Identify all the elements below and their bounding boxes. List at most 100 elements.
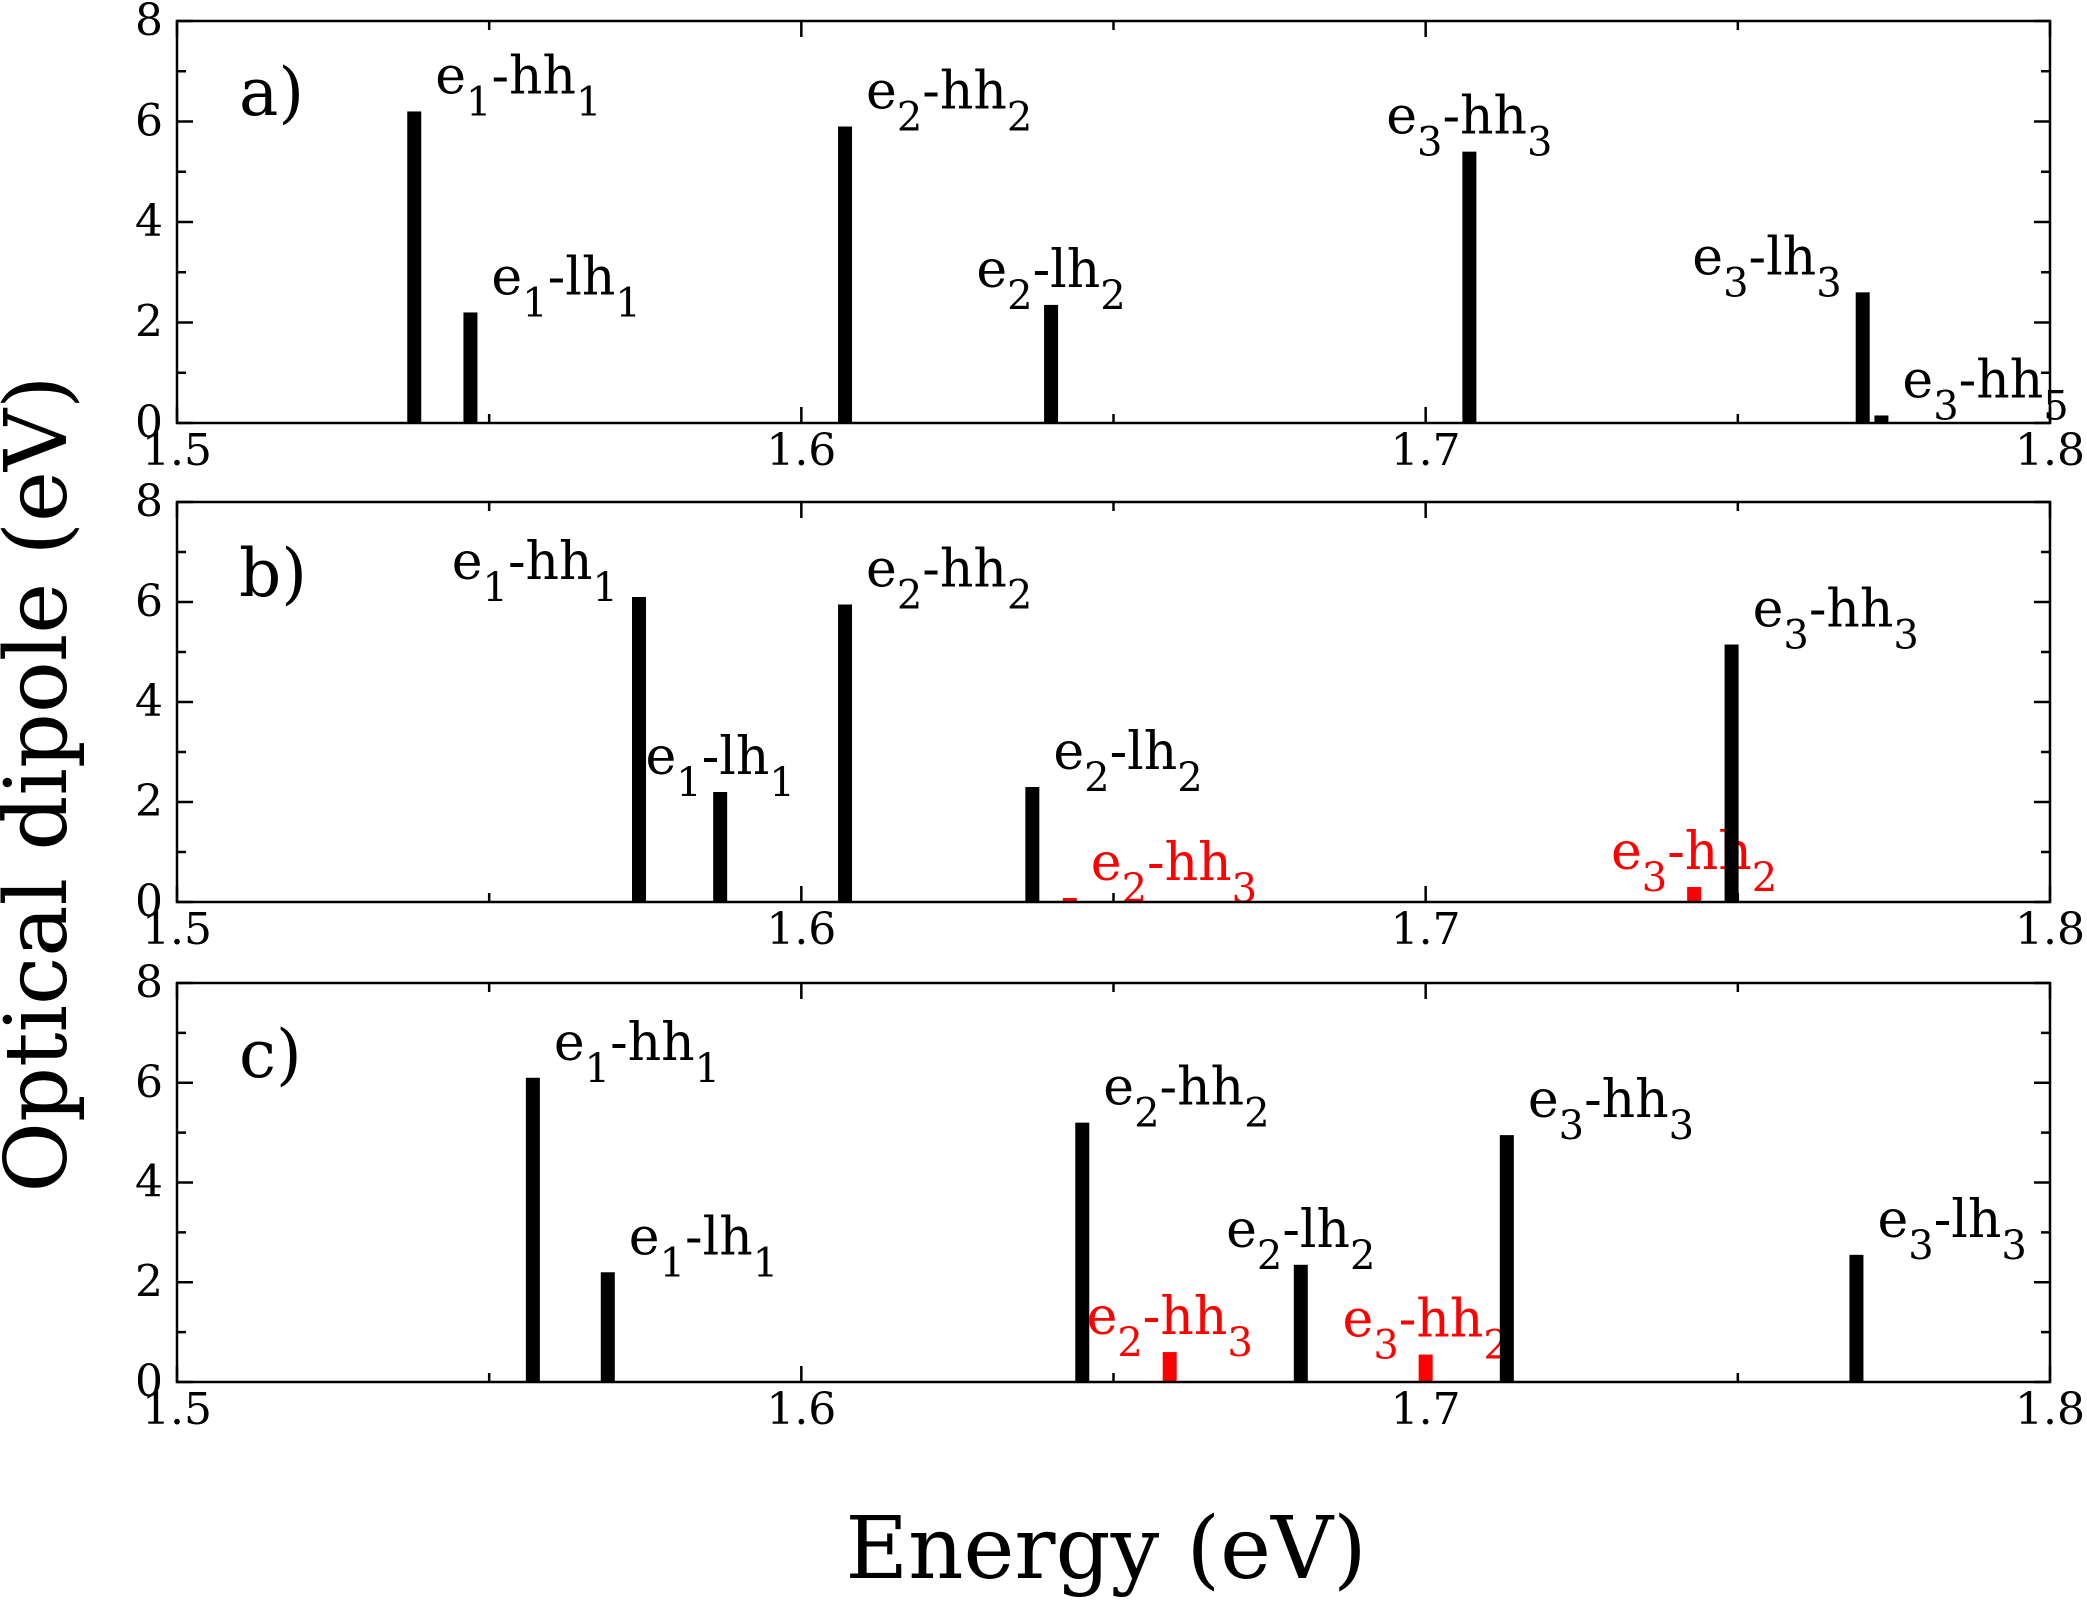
label-text: -hh xyxy=(1147,833,1232,893)
label-subscript: 2 xyxy=(1177,755,1202,801)
label-text: e xyxy=(1053,722,1084,782)
y-tick-label: 4 xyxy=(135,1157,163,1208)
label-text: e xyxy=(452,532,483,592)
bar xyxy=(1687,887,1702,902)
bar-label: e2-lh2 xyxy=(976,240,1125,319)
label-text: e xyxy=(629,1207,660,1267)
y-axis-title: Optical dipole (eV) xyxy=(0,375,87,1192)
y-tick-label: 6 xyxy=(135,576,163,627)
label-text: e xyxy=(1611,822,1642,882)
label-text: -hh xyxy=(491,46,576,106)
bar xyxy=(1724,644,1739,902)
bar-label: e3-hh3 xyxy=(1528,1070,1694,1149)
bar xyxy=(1849,1254,1864,1382)
label-text: e xyxy=(645,727,676,787)
label-text: -lh xyxy=(685,1207,753,1267)
bar-label: e1-hh1 xyxy=(452,532,618,611)
label-subscript: 2 xyxy=(897,95,922,141)
label-text: -hh xyxy=(1399,1290,1484,1350)
label-text: -hh xyxy=(922,540,1007,600)
bar-label: e1-lh1 xyxy=(491,247,640,326)
y-tick-label: 8 xyxy=(135,957,163,1008)
label-text: e xyxy=(491,247,522,307)
y-tick-label: 0 xyxy=(135,397,163,448)
label-subscript: 1 xyxy=(695,1046,720,1092)
x-axis-title: Energy (eV) xyxy=(845,1499,1366,1599)
label-subscript: 2 xyxy=(1007,573,1032,619)
label-text: -lh xyxy=(1749,227,1817,287)
label-text: -lh xyxy=(1934,1190,2002,1250)
label-subscript: 2 xyxy=(1007,95,1032,141)
label-subscript: 1 xyxy=(593,565,618,611)
label-subscript: 3 xyxy=(1232,866,1257,912)
label-text: e xyxy=(1877,1190,1908,1250)
bar xyxy=(463,312,478,423)
bar-label: e3-lh3 xyxy=(1877,1190,2026,1269)
bar-label: e1-hh1 xyxy=(435,46,601,125)
label-subscript: 3 xyxy=(1642,855,1667,901)
panel-label: c) xyxy=(239,1016,302,1093)
label-subscript: 1 xyxy=(769,760,794,806)
bar-label: e1-lh1 xyxy=(645,727,794,806)
y-tick-label: 0 xyxy=(135,1356,163,1407)
label-subscript: 1 xyxy=(676,760,701,806)
label-text: e xyxy=(976,240,1007,300)
y-tick-label: 8 xyxy=(135,0,163,46)
label-text: e xyxy=(1087,1287,1118,1347)
bar-label: e2-hh3 xyxy=(1087,1287,1253,1366)
label-subscript: 2 xyxy=(1007,273,1032,319)
label-subscript: 2 xyxy=(1100,273,1125,319)
label-subscript: 1 xyxy=(615,280,640,326)
label-text: -hh xyxy=(610,1013,695,1073)
bar xyxy=(1044,304,1059,423)
bar xyxy=(1874,415,1889,423)
x-tick-label: 1.8 xyxy=(2015,1384,2085,1435)
x-tick-label: 1.7 xyxy=(1391,1384,1461,1435)
label-text: e xyxy=(1692,227,1723,287)
bar-label: e2-lh2 xyxy=(1053,722,1202,801)
label-text: -hh xyxy=(1959,350,2044,410)
bar xyxy=(1418,1354,1433,1382)
y-tick-label: 8 xyxy=(135,476,163,527)
plot-frame xyxy=(175,500,2052,904)
label-subscript: 3 xyxy=(1723,260,1748,306)
bar xyxy=(838,604,853,902)
bar-label: e3-hh3 xyxy=(1753,580,1919,659)
label-subscript: 3 xyxy=(1669,1103,1694,1149)
label-subscript: 2 xyxy=(1257,1233,1282,1279)
label-text: e xyxy=(554,1013,585,1073)
label-text: e xyxy=(1902,350,1933,410)
x-tick-label: 1.6 xyxy=(766,1384,836,1435)
label-subscript: 2 xyxy=(1244,1091,1269,1137)
bar xyxy=(1162,1352,1177,1382)
chart-panel: 1.5 1.6 1.7 1.802468e1-hh1e1-lh1e2-hh2e2-lh… xyxy=(135,476,2085,955)
label-text: -lh xyxy=(548,247,616,307)
label-subscript: 1 xyxy=(483,565,508,611)
label-text: e xyxy=(1226,1200,1257,1260)
y-tick-label: 2 xyxy=(135,297,163,348)
label-text: -hh xyxy=(1584,1070,1669,1130)
label-text: e xyxy=(1103,1058,1134,1118)
label-text: e xyxy=(866,540,897,600)
label-subscript: 3 xyxy=(2001,1223,2026,1269)
bar xyxy=(1062,898,1077,902)
x-tick-label: 1.5 xyxy=(142,904,212,955)
y-tick-label: 2 xyxy=(135,776,163,827)
y-tick-label: 4 xyxy=(135,676,163,727)
x-tick-label: 1.5 xyxy=(142,1384,212,1435)
bar-label: e2-hh2 xyxy=(866,62,1032,141)
label-text: -lh xyxy=(702,727,770,787)
label-text: e xyxy=(1091,833,1122,893)
x-tick-label: 1.6 xyxy=(766,904,836,955)
label-text: e xyxy=(1528,1070,1559,1130)
y-tick-label: 4 xyxy=(135,196,163,247)
label-subscript: 3 xyxy=(1816,260,1841,306)
label-subscript: 3 xyxy=(1783,613,1808,659)
bar-label: e1-lh1 xyxy=(629,1207,778,1286)
x-tick-label: 1.8 xyxy=(2015,425,2085,476)
label-text: -hh xyxy=(922,62,1007,122)
panel-label: a) xyxy=(239,54,304,131)
label-subscript: 2 xyxy=(1117,1320,1142,1366)
bar xyxy=(713,792,728,902)
